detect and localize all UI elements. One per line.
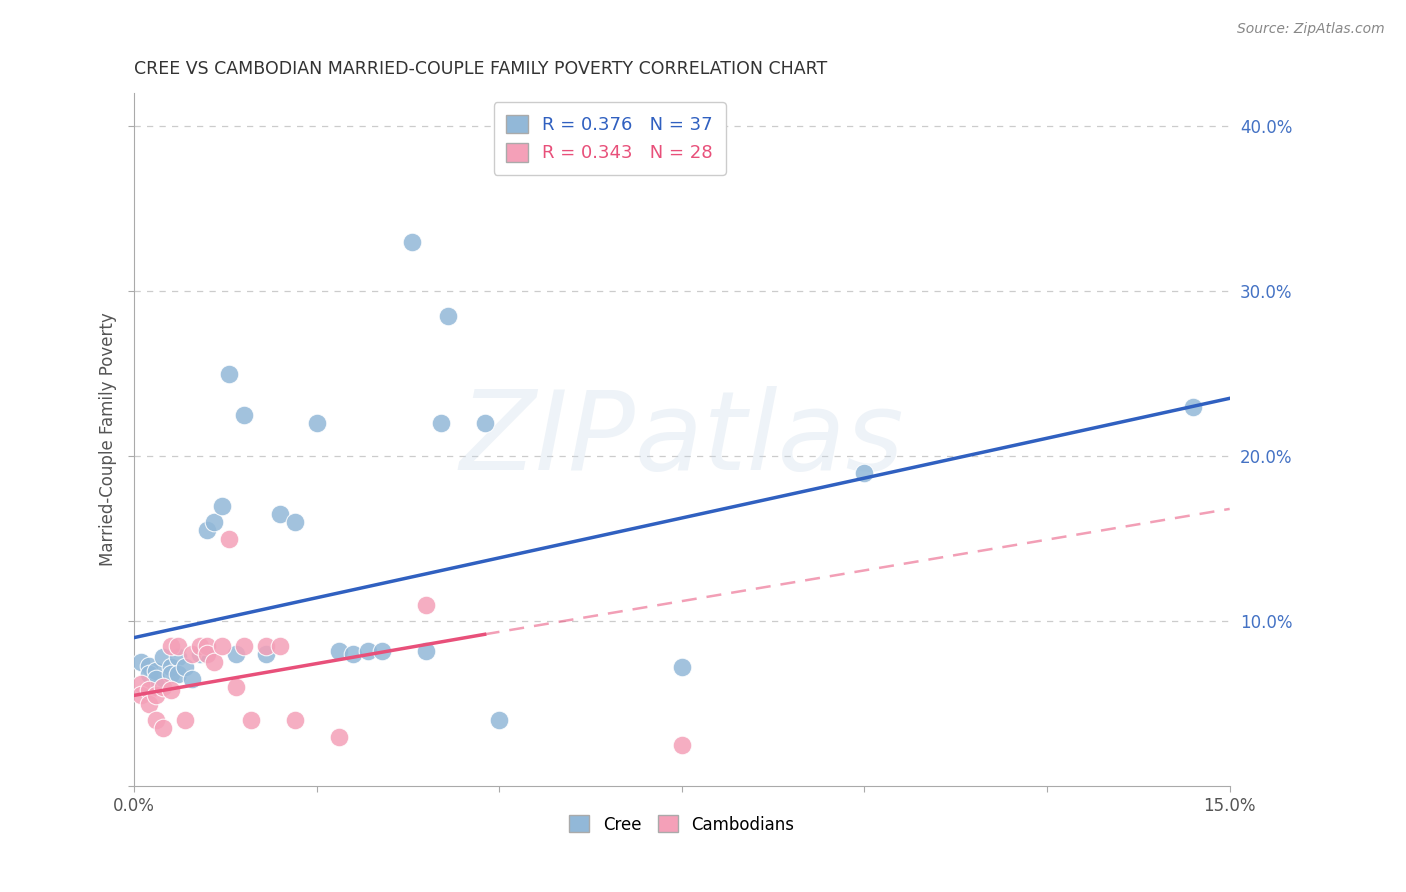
Point <box>269 639 291 653</box>
Point <box>159 683 181 698</box>
Point <box>415 598 437 612</box>
Point <box>328 644 350 658</box>
Point <box>284 713 307 727</box>
Point <box>437 309 460 323</box>
Point <box>401 235 423 249</box>
Text: ZIPatlas: ZIPatlas <box>460 386 904 493</box>
Point <box>357 644 380 658</box>
Text: CREE VS CAMBODIAN MARRIED-COUPLE FAMILY POVERTY CORRELATION CHART: CREE VS CAMBODIAN MARRIED-COUPLE FAMILY … <box>134 60 827 78</box>
Point <box>174 660 197 674</box>
Point <box>188 647 211 661</box>
Point <box>159 667 181 681</box>
Point <box>159 639 181 653</box>
Point <box>254 639 277 653</box>
Point <box>488 713 510 727</box>
Point <box>152 650 174 665</box>
Point <box>239 713 262 727</box>
Point <box>225 680 247 694</box>
Point <box>232 639 254 653</box>
Point <box>174 713 197 727</box>
Point <box>138 667 160 681</box>
Legend: R = 0.376   N = 37, R = 0.343   N = 28: R = 0.376 N = 37, R = 0.343 N = 28 <box>494 102 725 175</box>
Point <box>671 660 693 674</box>
Point <box>131 656 153 670</box>
Point <box>371 644 394 658</box>
Point <box>284 515 307 529</box>
Point <box>202 515 225 529</box>
Point <box>305 416 328 430</box>
Point <box>145 689 167 703</box>
Point <box>232 408 254 422</box>
Point <box>328 730 350 744</box>
Point <box>211 499 233 513</box>
Point <box>152 680 174 694</box>
Point <box>342 647 364 661</box>
Point <box>671 738 693 752</box>
Point <box>211 639 233 653</box>
Point <box>254 647 277 661</box>
Point <box>225 647 247 661</box>
Point <box>415 644 437 658</box>
Point <box>145 713 167 727</box>
Point <box>166 667 188 681</box>
Point <box>853 466 876 480</box>
Text: Source: ZipAtlas.com: Source: ZipAtlas.com <box>1237 22 1385 37</box>
Point <box>145 672 167 686</box>
Point <box>269 507 291 521</box>
Point <box>181 672 204 686</box>
Point <box>1182 400 1205 414</box>
Point <box>195 524 218 538</box>
Point <box>166 639 188 653</box>
Point <box>474 416 496 430</box>
Point <box>218 367 240 381</box>
Point <box>131 689 153 703</box>
Point <box>131 677 153 691</box>
Point <box>138 697 160 711</box>
Point <box>218 532 240 546</box>
Point <box>152 722 174 736</box>
Point <box>202 656 225 670</box>
Point <box>145 664 167 678</box>
Point <box>166 650 188 665</box>
Point <box>188 639 211 653</box>
Point <box>159 660 181 674</box>
Point <box>195 639 218 653</box>
Point <box>138 683 160 698</box>
Point <box>138 658 160 673</box>
Point <box>195 647 218 661</box>
Y-axis label: Married-Couple Family Poverty: Married-Couple Family Poverty <box>100 313 117 566</box>
Point <box>195 647 218 661</box>
Point <box>430 416 453 430</box>
Point <box>181 647 204 661</box>
